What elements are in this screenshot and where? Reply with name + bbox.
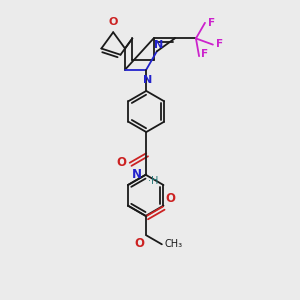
Text: F: F — [208, 18, 215, 28]
Text: N: N — [143, 75, 152, 85]
Text: O: O — [135, 237, 145, 250]
Text: F: F — [216, 39, 224, 49]
Text: O: O — [117, 156, 127, 169]
Text: CH₃: CH₃ — [165, 239, 183, 249]
Text: O: O — [166, 192, 176, 205]
Text: N: N — [132, 168, 142, 181]
Text: ·H: ·H — [148, 176, 158, 186]
Text: N: N — [154, 40, 163, 50]
Text: O: O — [109, 17, 118, 27]
Text: F: F — [201, 49, 208, 58]
